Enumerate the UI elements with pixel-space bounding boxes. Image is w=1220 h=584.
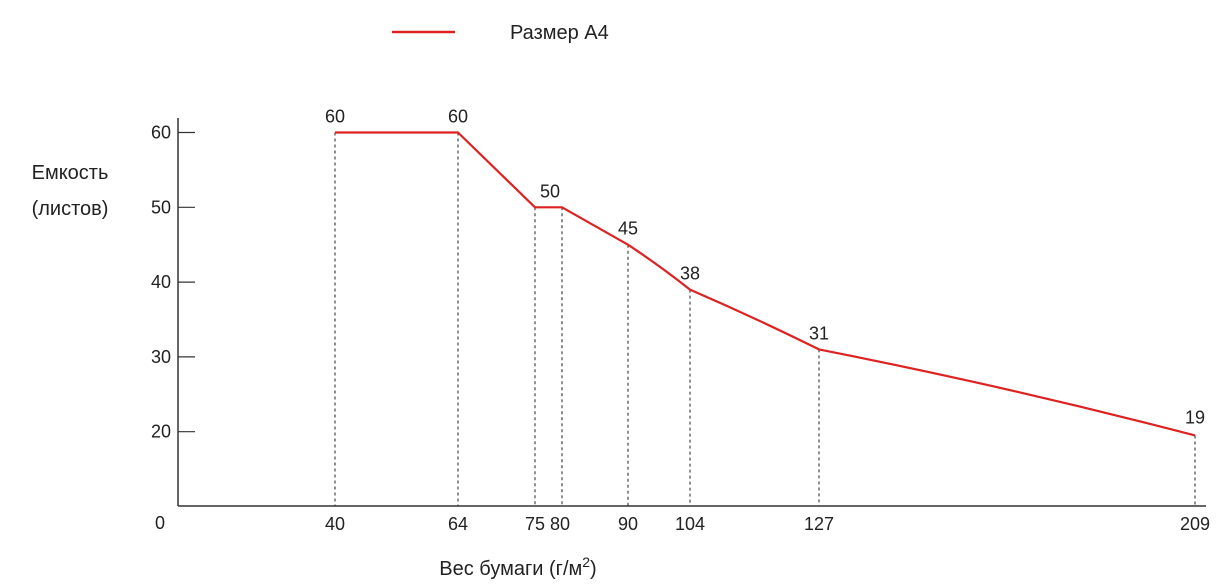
x-tick-label: 127 [804, 514, 834, 534]
x-tick-label: 75 [525, 514, 545, 534]
data-label: 50 [540, 181, 560, 201]
x-tick-label: 64 [448, 514, 468, 534]
y-tick-label: 20 [151, 422, 171, 442]
x-ticks: 40 64 75 80 90 104 127 209 [325, 514, 1210, 534]
origin-label: 0 [155, 513, 165, 533]
x-tick-label: 80 [550, 514, 570, 534]
y-tick-label: 30 [151, 347, 171, 367]
drop-lines [334, 132, 1196, 506]
series-line [335, 131, 1196, 437]
x-tick-label: 40 [325, 514, 345, 534]
x-tick-label: 209 [1180, 514, 1210, 534]
y-axis-title-line1: Емкость [32, 162, 109, 184]
y-ticks: 20 30 40 50 60 [151, 123, 195, 442]
data-label: 38 [680, 264, 700, 284]
legend-label: Размер A4 [510, 22, 609, 44]
data-label: 45 [618, 219, 638, 239]
x-axis-title: Вес бумаги (г/м2) [439, 554, 596, 580]
data-labels: 60 60 50 45 38 31 19 [325, 107, 1205, 428]
legend: Размер A4 [392, 22, 609, 44]
y-tick-label: 40 [151, 272, 171, 292]
y-axis-title-line2: (листов) [32, 198, 109, 220]
y-tick-label: 60 [151, 123, 171, 143]
series [335, 131, 1196, 437]
x-tick-label: 90 [618, 514, 638, 534]
y-tick-label: 50 [151, 197, 171, 217]
data-label: 60 [448, 107, 468, 127]
x-tick-label: 104 [675, 514, 705, 534]
data-label: 31 [809, 323, 829, 343]
data-label: 60 [325, 107, 345, 127]
data-label: 19 [1185, 407, 1205, 427]
